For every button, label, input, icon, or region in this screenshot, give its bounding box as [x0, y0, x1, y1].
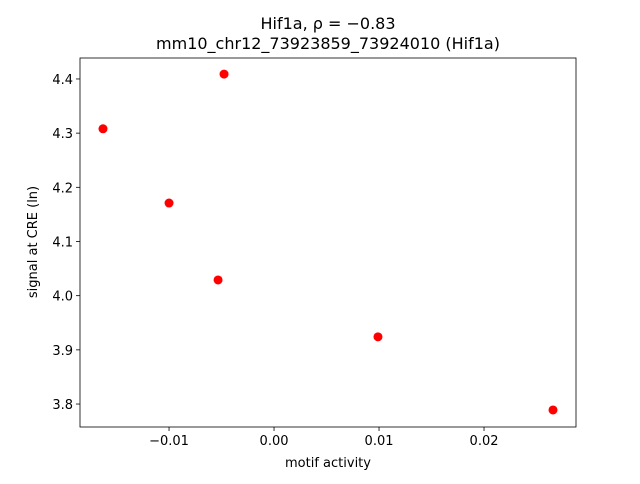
y-axis-label: signal at CRE (ln) — [26, 186, 41, 298]
y-tick-label: 4.1 — [52, 235, 73, 250]
point — [98, 124, 108, 134]
y-tick-label: 4.2 — [52, 181, 73, 196]
y-tick-label: 4.0 — [52, 290, 73, 305]
point — [548, 405, 558, 415]
x-tick-label: 0.00 — [260, 434, 289, 449]
x-axis-label: motif activity — [285, 456, 371, 471]
chart-title: Hif1a, ρ = −0.83 — [260, 14, 395, 33]
x-tick-label: −0.01 — [149, 434, 189, 449]
point — [219, 69, 229, 79]
point — [164, 198, 174, 208]
x-tick-label: 0.02 — [470, 434, 499, 449]
y-tick-label: 4.3 — [52, 127, 73, 142]
point — [213, 275, 223, 285]
chart-title: mm10_chr12_73923859_73924010 (Hif1a) — [156, 34, 500, 54]
x-tick-label: 0.01 — [365, 434, 394, 449]
y-tick-label: 3.9 — [52, 344, 73, 359]
y-tick-label: 4.4 — [52, 73, 73, 88]
point — [373, 332, 383, 342]
y-tick-label: 3.8 — [52, 398, 73, 413]
plot-frame — [79, 57, 577, 428]
